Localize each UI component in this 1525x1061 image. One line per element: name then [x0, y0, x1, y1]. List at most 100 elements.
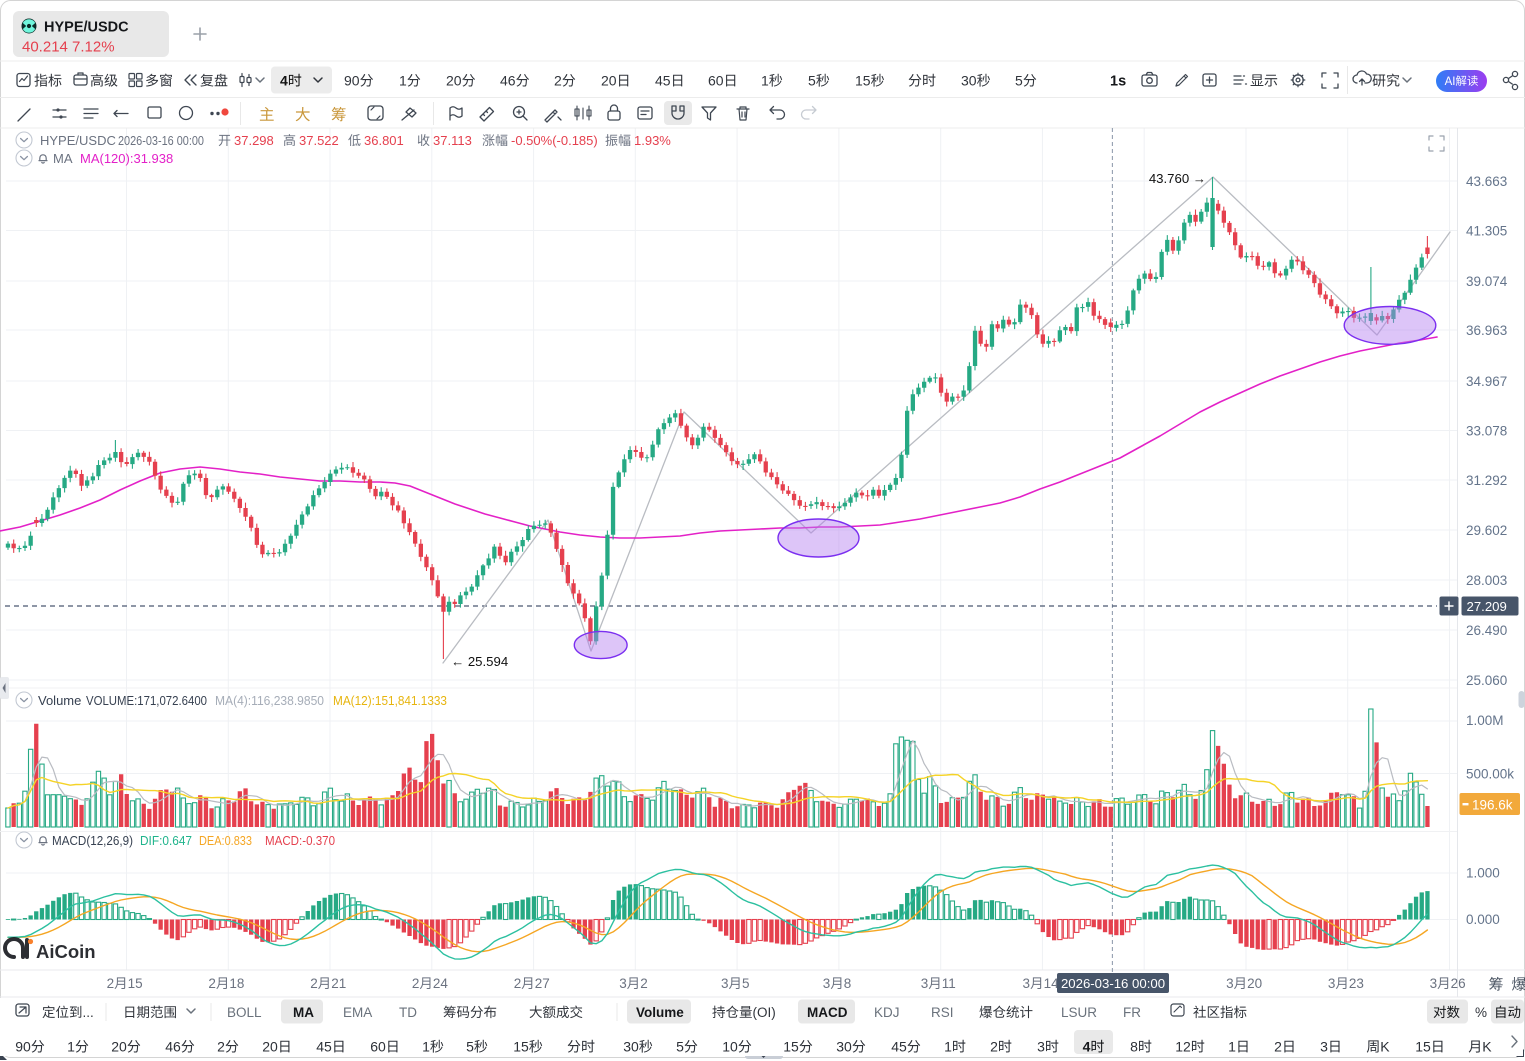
svg-text:5: 5	[466, 1039, 474, 1055]
svg-text:MA: MA	[293, 1005, 314, 1020]
svg-text:27: 27	[535, 976, 550, 991]
svg-text:20: 20	[262, 1039, 278, 1055]
svg-text:36.801: 36.801	[364, 133, 404, 148]
svg-text:BOLL: BOLL	[227, 1005, 262, 1020]
svg-text:← 25.594: ← 25.594	[451, 654, 508, 669]
svg-text:1.000: 1.000	[1466, 866, 1500, 881]
svg-text:15: 15	[128, 976, 143, 991]
svg-text:37.298: 37.298	[234, 133, 274, 148]
svg-text:8: 8	[844, 976, 852, 991]
svg-text:43.663: 43.663	[1466, 174, 1507, 189]
svg-text:15: 15	[1415, 1039, 1431, 1055]
svg-text:31.292: 31.292	[1466, 473, 1507, 488]
svg-text:1s: 1s	[1110, 74, 1126, 90]
svg-text:MA(120):31.938: MA(120):31.938	[80, 151, 173, 166]
svg-text:2: 2	[1274, 1039, 1282, 1055]
svg-text:1: 1	[1228, 1039, 1236, 1055]
svg-text:1: 1	[422, 1039, 430, 1055]
svg-text:HYPE/USDC: HYPE/USDC	[44, 20, 129, 36]
svg-text:0.000: 0.000	[1466, 912, 1500, 927]
svg-text:MA(12):151,841.1333: MA(12):151,841.1333	[333, 693, 447, 708]
svg-text:41.305: 41.305	[1466, 223, 1507, 238]
svg-text:1.93%: 1.93%	[634, 133, 671, 148]
svg-text:2: 2	[640, 976, 648, 991]
svg-text:Volume: Volume	[636, 1005, 684, 1020]
svg-text:1: 1	[67, 1039, 75, 1055]
svg-text:90: 90	[344, 73, 360, 89]
svg-text:2: 2	[514, 976, 522, 991]
svg-text:FR: FR	[1123, 1005, 1141, 1020]
svg-text:15: 15	[783, 1039, 799, 1055]
svg-text:MA(4):116,238.9850: MA(4):116,238.9850	[215, 693, 324, 708]
svg-text:36.963: 36.963	[1466, 323, 1507, 338]
svg-text:15: 15	[855, 73, 871, 89]
svg-text:3: 3	[721, 976, 729, 991]
svg-text:60: 60	[370, 1039, 386, 1055]
svg-text:RSI: RSI	[931, 1005, 954, 1020]
svg-text:45: 45	[316, 1039, 332, 1055]
svg-text:46: 46	[500, 73, 516, 89]
svg-text:27.209: 27.209	[1467, 599, 1507, 614]
svg-text:5: 5	[742, 976, 750, 991]
svg-text:%: %	[1475, 1005, 1487, 1020]
svg-text:11: 11	[942, 976, 956, 991]
svg-text:1: 1	[399, 73, 407, 89]
svg-text:196.6k: 196.6k	[1472, 798, 1513, 813]
svg-text:AiCoin: AiCoin	[36, 941, 96, 962]
svg-text:2: 2	[310, 976, 318, 991]
svg-text:60: 60	[708, 73, 724, 89]
svg-text:2: 2	[554, 73, 562, 89]
svg-text:20: 20	[601, 73, 617, 89]
svg-text:MACD(12,26,9): MACD(12,26,9)	[52, 833, 133, 848]
svg-text:8: 8	[1130, 1039, 1138, 1055]
svg-text:21: 21	[331, 976, 346, 991]
svg-text:39.074: 39.074	[1466, 274, 1508, 289]
svg-text:3: 3	[1320, 1039, 1328, 1055]
svg-text:5: 5	[676, 1039, 684, 1055]
svg-text:14: 14	[1044, 976, 1060, 991]
svg-text:20: 20	[1247, 976, 1262, 991]
svg-text:3: 3	[1328, 976, 1336, 991]
svg-text:-0.50%(-0.185): -0.50%(-0.185)	[511, 133, 598, 148]
svg-text:30: 30	[961, 73, 977, 89]
svg-text:18: 18	[229, 976, 244, 991]
svg-text:3: 3	[619, 976, 627, 991]
svg-text:1: 1	[944, 1039, 952, 1055]
svg-text:LSUR: LSUR	[1061, 1005, 1097, 1020]
svg-text:5: 5	[808, 73, 816, 89]
svg-text:23: 23	[1349, 976, 1364, 991]
svg-text:5: 5	[1015, 73, 1023, 89]
svg-text:4: 4	[1083, 1039, 1091, 1055]
svg-text:1: 1	[761, 73, 769, 89]
svg-text:EMA: EMA	[343, 1005, 372, 1020]
svg-text:MACD:-0.370: MACD:-0.370	[265, 833, 335, 848]
svg-text:2: 2	[990, 1039, 998, 1055]
svg-text:HYPE/USDC: HYPE/USDC	[40, 133, 116, 148]
svg-text:25.060: 25.060	[1466, 673, 1507, 688]
svg-text:24: 24	[433, 976, 449, 991]
svg-text:34.967: 34.967	[1466, 374, 1507, 389]
svg-text:4: 4	[280, 73, 288, 89]
svg-text:DIF:0.647: DIF:0.647	[140, 833, 192, 848]
svg-text:2026-03-16 00:00: 2026-03-16 00:00	[118, 133, 204, 148]
svg-text:15: 15	[513, 1039, 529, 1055]
svg-text:28.003: 28.003	[1466, 573, 1507, 588]
svg-text:2: 2	[412, 976, 420, 991]
svg-text:20: 20	[446, 73, 462, 89]
svg-text:DEA:0.833: DEA:0.833	[199, 833, 252, 848]
svg-text:3: 3	[1023, 976, 1031, 991]
svg-text:2: 2	[208, 976, 216, 991]
svg-text:26.490: 26.490	[1466, 623, 1507, 638]
svg-text:K: K	[1482, 1039, 1492, 1055]
svg-text:37.522: 37.522	[299, 133, 339, 148]
svg-text:2: 2	[107, 976, 115, 991]
svg-text:3: 3	[1226, 976, 1234, 991]
svg-text:...: ...	[83, 1005, 94, 1020]
svg-text:43.760 →: 43.760 →	[1149, 171, 1206, 186]
svg-text:VOLUME:171,072.6400: VOLUME:171,072.6400	[86, 693, 207, 708]
svg-text:37.113: 37.113	[433, 133, 472, 148]
svg-text:3: 3	[1430, 976, 1438, 991]
svg-text:45: 45	[891, 1039, 907, 1055]
svg-text:1.00M: 1.00M	[1466, 713, 1504, 728]
svg-text:Volume: Volume	[38, 693, 81, 708]
